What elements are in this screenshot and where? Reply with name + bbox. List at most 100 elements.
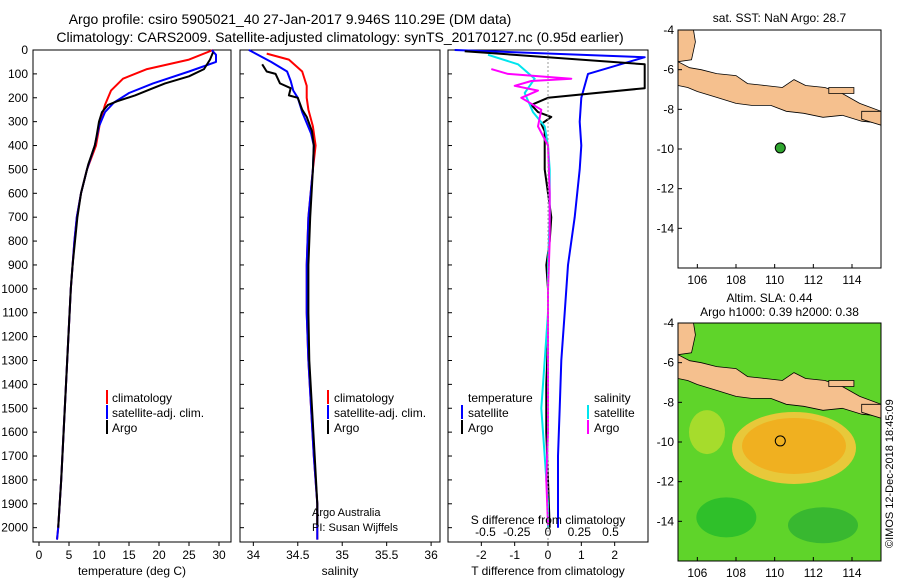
figure-title-line1: Argo profile: csiro 5905021_40 27-Jan-20… <box>69 11 512 27</box>
legend-diff-s-satellite-label: satellite <box>594 406 635 420</box>
x-tick-label: 1 <box>578 548 585 562</box>
y-tick-label: 100 <box>8 67 28 81</box>
legend-climatology-label: climatology <box>112 391 172 405</box>
x-tick-label: 20 <box>152 548 166 562</box>
map-x-tick-label: 110 <box>765 566 784 580</box>
map-y-tick-label: -6 <box>663 356 674 370</box>
series-line-s-satellite <box>487 53 551 528</box>
land-polygon <box>678 61 881 124</box>
x-tick-label: 36 <box>424 548 438 562</box>
legend-diff-t-argo-label: Argo <box>468 421 494 435</box>
series-line-argo <box>57 52 214 528</box>
x-tick-label: 35.5 <box>375 548 399 562</box>
plot-frame <box>239 49 441 543</box>
y-tick-label: 1600 <box>1 425 28 439</box>
x-tick-label: 34 <box>247 548 261 562</box>
map-y-tick-label: -8 <box>663 102 674 116</box>
credit-line2: PI: Susan Wijffels <box>312 522 398 534</box>
map-y-tick-label: -4 <box>663 23 674 37</box>
map-y-tick-label: -6 <box>663 63 674 77</box>
x-tick-label: 34.5 <box>286 548 310 562</box>
x2-tick-label: -0.5 <box>475 525 496 539</box>
map-content <box>678 323 881 561</box>
temperature-legend: climatology satellite-adj. clim. Argo <box>106 390 204 435</box>
map-title: Altim. SLA: 0.44 <box>726 291 812 305</box>
series-line-argo <box>261 63 319 526</box>
land-polygon <box>861 110 881 126</box>
y-tick-label: 1000 <box>1 282 28 296</box>
series-line-satellite-adj-clim- <box>56 49 217 540</box>
imos-watermark: ©IMOS 12-Dec-2018 18:45:09 <box>884 399 896 548</box>
series-line-satellite-adj-clim- <box>248 49 319 540</box>
x-tick-label: 30 <box>212 548 226 562</box>
x2-tick-label: -0.25 <box>503 525 531 539</box>
map-y-tick-label: -8 <box>663 395 674 409</box>
x-tick-label: 15 <box>122 548 136 562</box>
map-y-tick-label: -14 <box>657 221 675 235</box>
map-x-tick-label: 110 <box>765 273 784 287</box>
y-tick-label: 300 <box>8 115 28 129</box>
legend-diff-salinity-heading: salinity <box>594 391 631 405</box>
y-tick-label: 1300 <box>1 353 28 367</box>
x-tick-label: 0 <box>36 548 43 562</box>
y-tick-label: 200 <box>8 91 28 105</box>
float-location-marker <box>774 142 786 154</box>
land-polygon <box>678 323 696 356</box>
land-polygon <box>861 403 881 419</box>
map-x-tick-label: 108 <box>726 566 746 580</box>
x-tick-label: 35 <box>336 548 350 562</box>
land-polygon <box>678 354 881 417</box>
map-y-tick-label: -10 <box>657 435 675 449</box>
map-y-tick-label: -14 <box>657 514 675 528</box>
y-tick-label: 1500 <box>1 401 28 415</box>
legend-sal-climatology-label: climatology <box>334 391 394 405</box>
legend-diff-t-satellite-label: satellite <box>468 406 509 420</box>
map-x-tick-label: 112 <box>804 566 823 580</box>
y-tick-label: 400 <box>8 139 28 153</box>
y-tick-label: 1800 <box>1 473 28 487</box>
map-x-tick-label: 112 <box>804 273 823 287</box>
legend-sal-satellite-label: satellite-adj. clim. <box>334 406 426 420</box>
map-x-tick-label: 106 <box>687 273 707 287</box>
y-tick-label: 2000 <box>1 521 28 535</box>
x2-tick-label: 0.5 <box>602 525 619 539</box>
salinity-panel: 34 34.5 35 35.5 36 salinity <box>239 49 441 578</box>
x-tick-label: 2 <box>611 548 618 562</box>
x2-tick-label: 0.25 <box>568 525 592 539</box>
x-axis-label: salinity <box>322 564 359 578</box>
y-tick-label: 600 <box>8 186 28 200</box>
land-polygon <box>678 30 696 63</box>
map-x-tick-label: 114 <box>842 566 861 580</box>
legend-satellite-label: satellite-adj. clim. <box>112 406 204 420</box>
sla-high-anomaly <box>742 417 846 474</box>
sla-mid-patch <box>689 410 725 455</box>
x-tick-label: 10 <box>92 548 106 562</box>
y-tick-label: 1900 <box>1 497 28 511</box>
figure-title-line2: Climatology: CARS2009. Satellite-adjuste… <box>56 29 623 45</box>
x-tick-label: -1 <box>509 548 520 562</box>
salinity-legend: climatology satellite-adj. clim. Argo <box>327 390 426 435</box>
y-tick-label: 0 <box>21 43 28 57</box>
map-y-tick-label: -12 <box>657 475 675 489</box>
sla-map-panel: 106 108 110 112 114 -4 -6 -8 -10 -12 -14 Altim. SLA… <box>657 291 882 580</box>
map-y-tick-label: -10 <box>657 142 675 156</box>
difference-legend: temperature satellite Argo salinity sate… <box>461 391 635 435</box>
x-tick-label: 0 <box>545 548 552 562</box>
map-x-tick-label: 114 <box>842 273 861 287</box>
y-tick-label: 1400 <box>1 377 28 391</box>
x-axis-label: T difference from climatology <box>471 564 625 578</box>
y-tick-label: 1700 <box>1 449 28 463</box>
series-line-s-argo <box>491 68 573 526</box>
legend-sal-argo-label: Argo <box>334 421 360 435</box>
x-axis-label: temperature (deg C) <box>78 564 186 578</box>
sst-map-panel: 106 108 110 112 114 -4 -6 -8 -10 -12 -14 sat. SST: … <box>657 11 882 287</box>
credit-line1: Argo Australia <box>312 507 381 519</box>
map-title: sat. SST: NaN Argo: 28.7 <box>713 11 847 25</box>
float-location-marker <box>774 435 786 447</box>
x-tick-label: -2 <box>476 548 487 562</box>
x-tick-label: 5 <box>66 548 73 562</box>
map-x-tick-label: 108 <box>726 273 746 287</box>
legend-argo-label: Argo <box>112 421 138 435</box>
legend-diff-temperature-heading: temperature <box>468 391 533 405</box>
